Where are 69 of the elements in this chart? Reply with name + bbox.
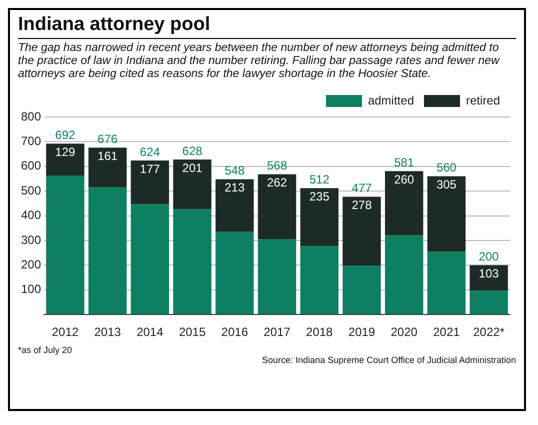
bar (427, 252, 466, 314)
y-tick-label: 400 (20, 208, 42, 222)
bar (46, 176, 84, 314)
data-label: 278 (352, 198, 372, 212)
y-tick-label: 700 (20, 134, 42, 148)
x-tick-label: 2016 (221, 325, 248, 340)
y-tick-label: 100 (20, 282, 42, 296)
x-tick-label: 2013 (94, 325, 122, 340)
bar (216, 232, 254, 314)
total-label: 548 (224, 164, 245, 178)
y-tick-label: 300 (20, 232, 42, 247)
total-label: 692 (55, 128, 76, 142)
bar (470, 290, 508, 314)
total-label: 568 (266, 158, 288, 173)
data-label: 213 (224, 180, 245, 195)
data-label: 305 (436, 178, 457, 192)
y-tick-label: 800 (20, 109, 42, 124)
total-label: 512 (309, 172, 330, 186)
x-tick-label: 2018 (306, 325, 334, 340)
bar (427, 176, 466, 252)
chart-title: Indiana attorney pool (18, 14, 516, 39)
legend-label: retired (466, 93, 500, 108)
x-tick-label: 2022* (473, 325, 505, 340)
bar (300, 188, 338, 246)
y-tick-label: 200 (20, 258, 42, 272)
bar (130, 204, 170, 314)
y-tick-label: 500 (20, 183, 42, 198)
data-label: 260 (394, 172, 414, 186)
bar (258, 239, 296, 314)
bar (470, 265, 508, 291)
bar (88, 187, 127, 314)
total-label: 581 (394, 155, 414, 170)
text: *as of July 20 (18, 345, 72, 355)
bar (216, 179, 254, 232)
bar (88, 148, 127, 188)
bar (342, 196, 381, 266)
bar (173, 209, 212, 314)
x-tick-label: 2012 (52, 325, 79, 340)
data-label: 161 (98, 148, 118, 163)
x-tick-label: 2019 (348, 325, 376, 340)
total-label: 628 (182, 144, 203, 158)
data-label: 201 (182, 160, 203, 175)
bar (173, 159, 212, 210)
bar (384, 235, 424, 314)
legend-label: admitted (368, 93, 414, 108)
data-label: 262 (266, 176, 288, 190)
data-label: 177 (140, 162, 160, 176)
data-label: 129 (55, 144, 76, 159)
x-tick-label: 2015 (178, 325, 206, 340)
total-label: 560 (436, 160, 457, 175)
bar (384, 171, 424, 236)
bar (342, 265, 381, 314)
bar (46, 144, 84, 176)
total-label: 676 (98, 132, 118, 146)
bar (130, 160, 170, 204)
chart-subtitle: The gap has narrowed in recent years between the number of new attorneys being admitted to the practice of law in Indiana and the number retiring. Falling bar passage rates and fewer new attorneys are being cited as reasons for the lawyer shortage in the Hoosier State. (18, 42, 501, 81)
x-tick-label: 2014 (136, 325, 164, 340)
y-tick-label: 600 (20, 158, 42, 173)
data-label: 103 (478, 266, 500, 281)
bar (300, 246, 338, 314)
total-label: 477 (352, 181, 372, 196)
x-tick-label: 2020 (390, 325, 418, 340)
source-note: Source: Indiana Supreme Court Office of Judicial Administration (261, 355, 516, 365)
total-label: 200 (478, 250, 500, 264)
x-tick-label: 2021 (433, 325, 460, 340)
bar (258, 174, 296, 240)
x-tick-label: 2017 (264, 325, 291, 340)
data-label: 235 (309, 189, 330, 204)
total-label: 624 (140, 144, 160, 159)
